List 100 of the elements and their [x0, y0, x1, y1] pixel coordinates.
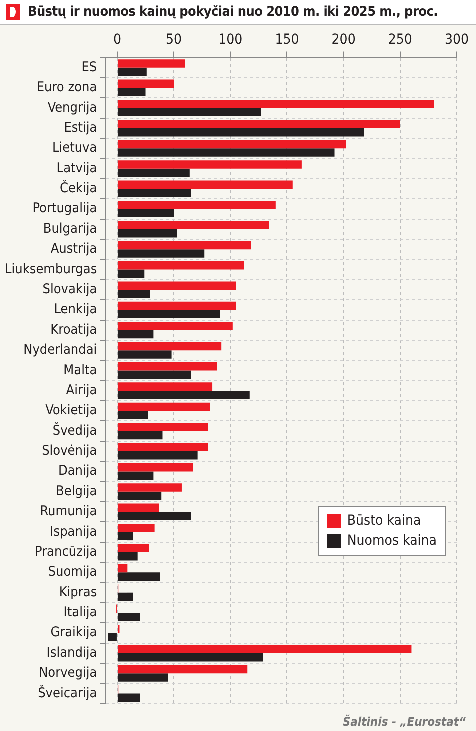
y-tick-label: Bulgarija: [43, 220, 98, 237]
bar: [118, 290, 150, 298]
bar: [118, 221, 270, 230]
bar: [118, 330, 154, 339]
y-tick-label: Belgija: [56, 483, 98, 500]
bar: [118, 564, 128, 573]
x-tick-label: 100: [218, 32, 243, 48]
x-tick-label: 50: [166, 32, 182, 48]
bar: [118, 322, 233, 330]
bar: [118, 100, 434, 108]
bar: [118, 241, 252, 250]
bar: [118, 645, 412, 654]
bar: [118, 512, 192, 520]
bar: [118, 362, 218, 371]
bar: [118, 68, 147, 76]
bar: [118, 674, 168, 682]
bar: [118, 128, 364, 137]
bar: [118, 390, 250, 400]
bar: [118, 653, 264, 662]
y-tick-label: Airija: [66, 382, 98, 398]
bar: [118, 572, 160, 581]
bar: [118, 370, 192, 380]
bar: [118, 613, 140, 622]
x-tick-label: 300: [444, 32, 470, 48]
bar: [118, 148, 335, 157]
y-tick-label: Slovakija: [42, 281, 98, 298]
legend-label: Būsto kaina: [347, 512, 422, 531]
y-tick-label: Vengrija: [48, 100, 98, 116]
bar: [118, 694, 140, 702]
y-tick-label: Prancūzija: [34, 544, 98, 560]
y-tick-label: Lenkija: [54, 302, 98, 318]
y-tick-label: Rumunija: [40, 504, 98, 520]
bar: [118, 80, 174, 88]
legend-label: Nuomos kaina: [347, 532, 437, 551]
bar: [118, 342, 222, 351]
x-tick-label: 200: [332, 32, 356, 48]
bar: [118, 180, 293, 190]
bar: [118, 431, 163, 440]
bar: [118, 544, 150, 552]
bar: [118, 282, 236, 290]
bar: [118, 60, 186, 68]
bar: [118, 402, 210, 412]
y-tick-label: Nyderlandai: [24, 342, 98, 358]
bar: [108, 633, 117, 642]
y-tick-label: Islandija: [46, 644, 98, 661]
y-tick-label: Slovėnija: [42, 443, 98, 460]
bar: [118, 532, 134, 541]
text: Šaltinis - „Eurostat“: [342, 715, 466, 729]
bar: [118, 443, 208, 452]
y-tick-label: Danija: [58, 463, 98, 480]
bar: [118, 160, 302, 169]
x-tick-label: 0: [113, 32, 122, 48]
y-tick-label: Portugalija: [32, 200, 98, 217]
y-tick-label: Malta: [64, 362, 98, 378]
bar: [118, 382, 213, 391]
bar: [118, 209, 174, 218]
y-tick-label: Italija: [64, 604, 98, 621]
y-tick-label: ES: [82, 59, 98, 76]
bar: [118, 552, 138, 561]
y-tick-label: Lietuva: [52, 140, 98, 156]
bar: [118, 250, 205, 258]
chart-title: Būstų ir nuomos kainų pokyčiai nuo 2010 m. iki 2025 m., proc.: [28, 4, 438, 20]
bar: [118, 504, 160, 512]
bar: [118, 108, 262, 117]
bar: [118, 423, 208, 432]
y-tick-label: Norvegija: [39, 665, 98, 682]
bar: [118, 140, 346, 149]
x-tick-label: 150: [275, 32, 300, 48]
bar: [118, 484, 182, 492]
bar: [118, 120, 400, 128]
bar: [118, 88, 146, 96]
bar: [118, 229, 178, 238]
bar: [118, 200, 276, 210]
bar: [118, 262, 244, 270]
bar: [118, 302, 236, 310]
bar: [118, 168, 190, 178]
y-tick-label: Estija: [64, 120, 98, 136]
y-tick-label: Ispanija: [50, 524, 98, 540]
bar: [118, 463, 194, 472]
bar: [118, 452, 198, 460]
bar: [118, 310, 220, 318]
bar: [118, 270, 145, 278]
y-tick-label: Austrija: [50, 241, 98, 258]
y-tick-label: Latvija: [56, 160, 98, 176]
y-tick-label: Graikija: [50, 624, 98, 641]
y-tick-label: Švedija: [52, 422, 98, 439]
y-tick-label: Kroatija: [50, 322, 98, 338]
bar: [118, 592, 134, 602]
y-tick-label: Suomija: [48, 564, 98, 580]
bar: [118, 524, 155, 532]
y-tick-label: Liuksemburgas: [4, 261, 98, 278]
y-tick-label: Čekija: [60, 180, 98, 197]
y-tick-label: Šveicarija: [38, 684, 98, 702]
x-tick-label: 250: [388, 32, 412, 48]
bar: [118, 492, 162, 500]
bar: [118, 472, 154, 480]
bar: [118, 411, 148, 420]
y-tick-label: Kipras: [59, 584, 98, 600]
bar: [118, 350, 172, 359]
y-tick-label: Vokietija: [46, 402, 98, 419]
